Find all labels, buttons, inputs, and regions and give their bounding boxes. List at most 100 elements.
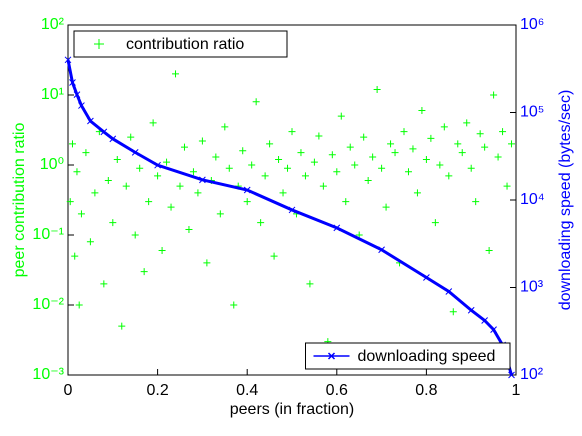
scatter-point <box>73 168 81 176</box>
scatter-point <box>109 219 117 227</box>
scatter-point <box>66 198 74 206</box>
scatter-point <box>490 91 498 99</box>
scatter-point <box>409 145 417 153</box>
scatter-point <box>239 147 247 155</box>
scatter-point <box>284 164 292 172</box>
x-tick-label: 0.4 <box>236 382 258 399</box>
scatter-point <box>257 219 265 227</box>
scatter-point <box>270 252 278 260</box>
scatter-point <box>91 189 99 197</box>
scatter-point <box>136 164 144 172</box>
scatter-point <box>100 280 108 288</box>
scatter-point <box>149 119 157 127</box>
line-marker <box>243 186 251 194</box>
scatter-point <box>360 133 368 141</box>
scatter-point <box>221 123 229 131</box>
line-marker <box>445 288 453 295</box>
scatter-point <box>279 189 287 197</box>
line-marker <box>378 246 385 254</box>
y2-tick-label: 10⁵ <box>520 104 544 121</box>
line-marker <box>154 161 161 169</box>
scatter-point <box>145 198 153 206</box>
line-marker <box>481 317 488 324</box>
line-marker <box>64 56 72 64</box>
scatter-point <box>185 225 193 233</box>
line-marker <box>508 371 515 379</box>
scatter-point <box>82 149 90 157</box>
y2-tick-label: 10⁴ <box>520 191 545 208</box>
scatter-point <box>315 132 323 140</box>
line-marker <box>78 102 85 109</box>
scatter-point <box>337 112 345 120</box>
scatter-point <box>198 137 206 145</box>
scatter-point <box>391 149 399 157</box>
x-tick-label: 0.2 <box>146 382 168 399</box>
scatter-point <box>351 161 359 169</box>
scatter-point <box>508 140 516 148</box>
scatter-point <box>467 164 475 172</box>
scatter-point <box>288 128 296 136</box>
x-tick-label: 0 <box>64 382 73 399</box>
line-marker <box>423 274 430 281</box>
scatter-point <box>266 140 274 148</box>
scatter-point <box>216 210 224 218</box>
legend-label: contribution ratio <box>126 36 244 53</box>
line-marker <box>467 306 475 314</box>
legend-label: downloading speed <box>358 348 496 365</box>
scatter-point <box>306 280 314 288</box>
scatter-point <box>436 161 444 169</box>
scatter-point <box>454 140 462 148</box>
legend-box <box>73 30 288 58</box>
scatter-point <box>154 172 162 180</box>
scatter-point <box>122 182 130 190</box>
scatter-point <box>373 85 381 93</box>
scatter-point <box>431 219 439 227</box>
scatter-point <box>481 143 489 151</box>
scatter-point <box>248 161 256 169</box>
x-tick-label: 0.8 <box>415 382 437 399</box>
line-marker <box>490 326 497 333</box>
scatter-point <box>243 198 251 206</box>
scatter-point <box>225 164 233 172</box>
scatter-point <box>172 70 180 78</box>
scatter-point <box>404 168 412 176</box>
scatter-point <box>319 182 327 190</box>
scatter-point <box>422 155 430 163</box>
scatter-point <box>158 247 166 255</box>
y2-tick-label: 10³ <box>520 279 544 296</box>
scatter-point <box>131 231 139 239</box>
y2-tick-label: 10² <box>520 366 544 383</box>
y-tick-label: 10¹ <box>41 86 64 103</box>
scatter-point <box>310 158 318 166</box>
x-axis-label: peers (in fraction) <box>230 401 355 418</box>
y-tick-label: 10⁰ <box>40 156 64 173</box>
y-tick-label: 10⁻¹ <box>32 226 64 243</box>
scatter-point <box>499 128 507 136</box>
scatter-point <box>301 172 309 180</box>
scatter-point <box>449 308 457 316</box>
scatter-point <box>297 149 305 157</box>
scatter-point <box>68 140 76 148</box>
scatter-point <box>445 172 453 180</box>
scatter-point <box>342 198 350 206</box>
y-axis-label: peer contribution ratio <box>11 123 28 278</box>
line-marker <box>333 224 341 232</box>
scatter-point <box>400 128 408 136</box>
legend-symbol <box>313 352 350 360</box>
y2-tick-label: 10⁶ <box>520 16 544 33</box>
scatter-point <box>346 143 354 151</box>
scatter-point <box>382 203 390 211</box>
scatter-point <box>118 322 126 330</box>
scatter-point <box>113 155 121 163</box>
scatter-point <box>230 301 238 309</box>
scatter-point <box>163 158 171 166</box>
line-marker <box>199 176 206 184</box>
scatter-point <box>418 107 426 115</box>
scatter-point <box>387 140 395 148</box>
x-tick-label: 0.6 <box>326 382 348 399</box>
scatter-point <box>458 149 466 157</box>
scatter-point <box>167 203 175 211</box>
scatter-point <box>140 268 148 276</box>
line <box>66 59 513 376</box>
